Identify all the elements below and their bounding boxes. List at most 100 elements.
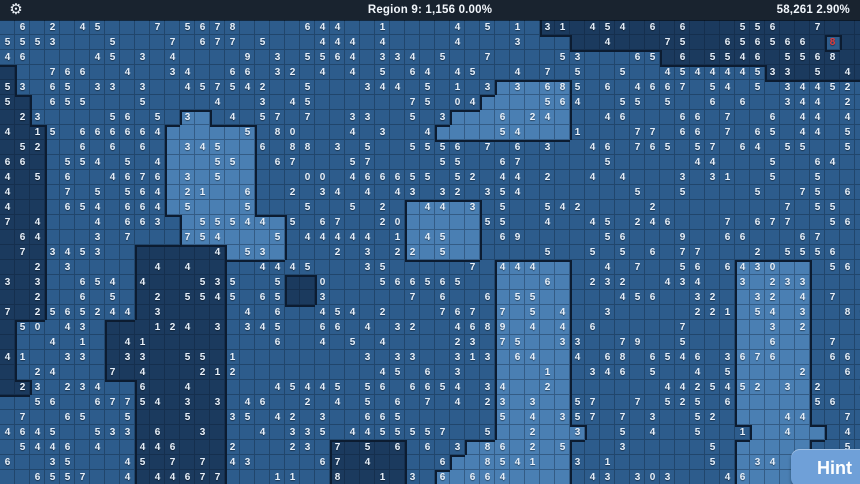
cell[interactable]: 4	[495, 380, 510, 395]
cell[interactable]: 7	[840, 410, 855, 425]
cell[interactable]	[780, 125, 795, 140]
cell[interactable]	[315, 395, 330, 410]
cell[interactable]: 5	[210, 155, 225, 170]
cell[interactable]	[810, 365, 825, 380]
cell[interactable]: 5	[90, 425, 105, 440]
cell[interactable]	[210, 380, 225, 395]
cell[interactable]	[270, 245, 285, 260]
cell[interactable]	[465, 35, 480, 50]
cell[interactable]	[420, 350, 435, 365]
cell[interactable]	[630, 440, 645, 455]
cell[interactable]	[735, 125, 750, 140]
cell[interactable]: 5	[615, 65, 630, 80]
cell[interactable]: 3	[0, 275, 15, 290]
cell[interactable]	[825, 20, 840, 35]
cell[interactable]: 4	[570, 95, 585, 110]
cell[interactable]	[555, 275, 570, 290]
cell[interactable]	[345, 470, 360, 484]
cell[interactable]: 3	[255, 245, 270, 260]
cell[interactable]	[480, 155, 495, 170]
cell[interactable]	[525, 200, 540, 215]
cell[interactable]	[285, 335, 300, 350]
cell[interactable]: 4	[180, 65, 195, 80]
hint-button[interactable]: Hint	[791, 449, 860, 484]
cell[interactable]: 3	[90, 80, 105, 95]
cell[interactable]: 6	[750, 35, 765, 50]
cell[interactable]: 7	[45, 65, 60, 80]
cell[interactable]: 6	[60, 410, 75, 425]
cell[interactable]: 2	[30, 140, 45, 155]
cell[interactable]: 5	[390, 410, 405, 425]
cell[interactable]	[165, 140, 180, 155]
cell[interactable]	[510, 425, 525, 440]
cell[interactable]	[195, 440, 210, 455]
cell[interactable]: 4	[345, 230, 360, 245]
cell[interactable]	[735, 320, 750, 335]
cell[interactable]	[405, 35, 420, 50]
cell[interactable]	[690, 470, 705, 484]
cell[interactable]: 3	[600, 305, 615, 320]
cell[interactable]	[360, 365, 375, 380]
cell[interactable]	[735, 365, 750, 380]
cell[interactable]	[375, 455, 390, 470]
cell[interactable]	[135, 35, 150, 50]
cell[interactable]	[150, 275, 165, 290]
cell[interactable]	[630, 245, 645, 260]
cell[interactable]	[105, 440, 120, 455]
cell[interactable]	[210, 425, 225, 440]
cell[interactable]: 3	[510, 35, 525, 50]
cell[interactable]	[570, 470, 585, 484]
cell[interactable]	[525, 185, 540, 200]
cell[interactable]: 7	[60, 185, 75, 200]
cell[interactable]: 5	[375, 65, 390, 80]
cell[interactable]	[855, 50, 860, 65]
cell[interactable]	[240, 35, 255, 50]
cell[interactable]	[240, 140, 255, 155]
cell[interactable]: 3	[465, 335, 480, 350]
cell[interactable]	[450, 455, 465, 470]
cell[interactable]: 6	[240, 65, 255, 80]
cell[interactable]: 4	[735, 50, 750, 65]
cell[interactable]: 4	[600, 110, 615, 125]
cell[interactable]: 5	[240, 245, 255, 260]
cell[interactable]	[510, 245, 525, 260]
cell[interactable]	[120, 365, 135, 380]
cell[interactable]: 5	[30, 170, 45, 185]
cell[interactable]: 5	[450, 275, 465, 290]
cell[interactable]	[450, 200, 465, 215]
cell[interactable]	[0, 290, 15, 305]
cell[interactable]: 4	[795, 410, 810, 425]
cell[interactable]: 6	[690, 110, 705, 125]
cell[interactable]: 2	[810, 380, 825, 395]
cell[interactable]	[825, 365, 840, 380]
cell[interactable]: 5	[360, 380, 375, 395]
cell[interactable]: 6	[75, 290, 90, 305]
cell[interactable]	[570, 440, 585, 455]
cell[interactable]	[255, 455, 270, 470]
cell[interactable]: 5	[135, 395, 150, 410]
cell[interactable]	[525, 20, 540, 35]
cell[interactable]: 5	[750, 80, 765, 95]
cell[interactable]	[45, 230, 60, 245]
cell[interactable]	[375, 185, 390, 200]
cell[interactable]	[255, 305, 270, 320]
cell[interactable]	[60, 20, 75, 35]
cell[interactable]	[435, 215, 450, 230]
cell[interactable]	[75, 215, 90, 230]
cell[interactable]: 5	[540, 95, 555, 110]
cell[interactable]	[735, 305, 750, 320]
cell[interactable]: 3	[210, 395, 225, 410]
cell[interactable]: 2	[150, 290, 165, 305]
cell[interactable]	[105, 95, 120, 110]
cell[interactable]	[180, 440, 195, 455]
cell[interactable]	[735, 395, 750, 410]
cell[interactable]	[660, 155, 675, 170]
cell[interactable]: 6	[630, 50, 645, 65]
cell[interactable]	[180, 215, 195, 230]
cell[interactable]: 4	[390, 185, 405, 200]
cell[interactable]	[690, 35, 705, 50]
cell[interactable]: 2	[795, 365, 810, 380]
cell[interactable]: 4	[330, 35, 345, 50]
cell[interactable]	[420, 50, 435, 65]
cell[interactable]: 2	[285, 185, 300, 200]
